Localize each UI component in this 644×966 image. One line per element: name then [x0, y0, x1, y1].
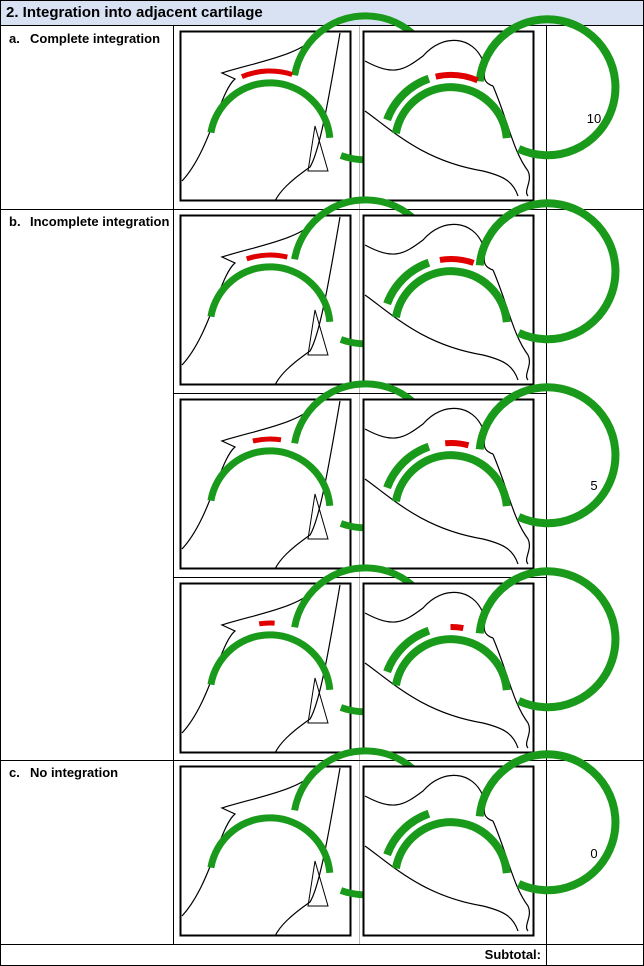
option-letter: b.	[9, 214, 21, 229]
front-hip-illustration	[179, 196, 441, 386]
acetabular-cartilage	[383, 74, 431, 122]
repair-tissue	[444, 439, 470, 449]
femoral-cartilage	[207, 447, 334, 507]
acetabular-cartilage	[475, 567, 620, 712]
repair-tissue	[245, 252, 288, 262]
acetabular-cartilage	[383, 809, 431, 857]
acetabular-cartilage	[475, 750, 620, 895]
femoral-cartilage	[391, 267, 511, 323]
femur-outline	[492, 85, 531, 197]
labrum-outline	[307, 125, 329, 172]
acetabular-cartilage	[475, 199, 620, 344]
oblique-hip-illustration	[362, 383, 620, 570]
femur-outline	[274, 584, 341, 754]
pelvis-outline	[181, 584, 321, 734]
femoral-cartilage	[391, 83, 511, 139]
option-c-label: c. No integration	[9, 765, 118, 780]
femoral-cartilage	[391, 451, 511, 507]
oblique-hip-illustration	[362, 199, 620, 386]
repair-tissue	[252, 436, 282, 444]
front-hip-illustration	[179, 380, 441, 570]
femur-outline	[492, 453, 531, 565]
femoral-cartilage	[207, 263, 334, 323]
repair-tissue	[258, 620, 275, 627]
pelvis-outline	[181, 400, 321, 550]
section-title: 2. Integration into adjacent cartilage	[6, 4, 263, 21]
labrum-outline	[307, 860, 329, 907]
femoral-cartilage	[391, 635, 511, 691]
option-letter: a.	[9, 31, 20, 46]
femoral-neck-outline	[364, 110, 519, 197]
repair-tissue	[439, 256, 475, 266]
femur-outline	[274, 32, 341, 202]
acetabular-cartilage	[383, 626, 431, 674]
oblique-hip-illustration	[362, 15, 620, 202]
acetabular-cartilage	[475, 383, 620, 528]
subtotal-label: Subtotal:	[484, 947, 541, 962]
labrum-outline	[307, 677, 329, 724]
femur-outline	[274, 216, 341, 386]
option-a-label: a. Complete integration	[9, 31, 160, 46]
femoral-cartilage	[207, 814, 334, 874]
labrum-outline	[307, 309, 329, 356]
femoral-neck-outline	[364, 478, 519, 565]
acetabular-cartilage	[383, 442, 431, 490]
femoral-neck-outline	[364, 845, 519, 932]
option-text: Incomplete integration	[30, 214, 170, 229]
femoral-cartilage	[207, 631, 334, 691]
femoral-neck-outline	[364, 662, 519, 749]
repair-tissue	[450, 624, 464, 632]
option-text: Complete integration	[30, 31, 161, 46]
pelvis-outline	[181, 216, 321, 366]
femoral-cartilage	[391, 818, 511, 874]
pelvis-outline	[181, 767, 321, 917]
femur-outline	[492, 269, 531, 381]
femur-outline	[492, 637, 531, 749]
option-b-label: b. Incomplete integration	[9, 214, 169, 229]
pelvis-outline	[181, 32, 321, 182]
femur-outline	[492, 820, 531, 932]
femur-outline	[274, 400, 341, 570]
option-text: No integration	[30, 765, 119, 780]
femur-outline	[274, 767, 341, 937]
oblique-hip-illustration	[362, 567, 620, 754]
femoral-neck-outline	[364, 294, 519, 381]
option-letter: c.	[9, 765, 20, 780]
score-option-a: 10	[586, 111, 602, 126]
acetabular-cartilage	[383, 258, 431, 306]
repair-tissue	[435, 72, 479, 84]
acetabular-cartilage	[475, 15, 620, 160]
labrum-outline	[307, 493, 329, 540]
score-option-b: 5	[590, 478, 598, 493]
score-option-c: 0	[590, 846, 598, 861]
femoral-cartilage	[207, 79, 334, 139]
repair-tissue	[240, 68, 293, 80]
oblique-hip-illustration	[362, 750, 620, 937]
